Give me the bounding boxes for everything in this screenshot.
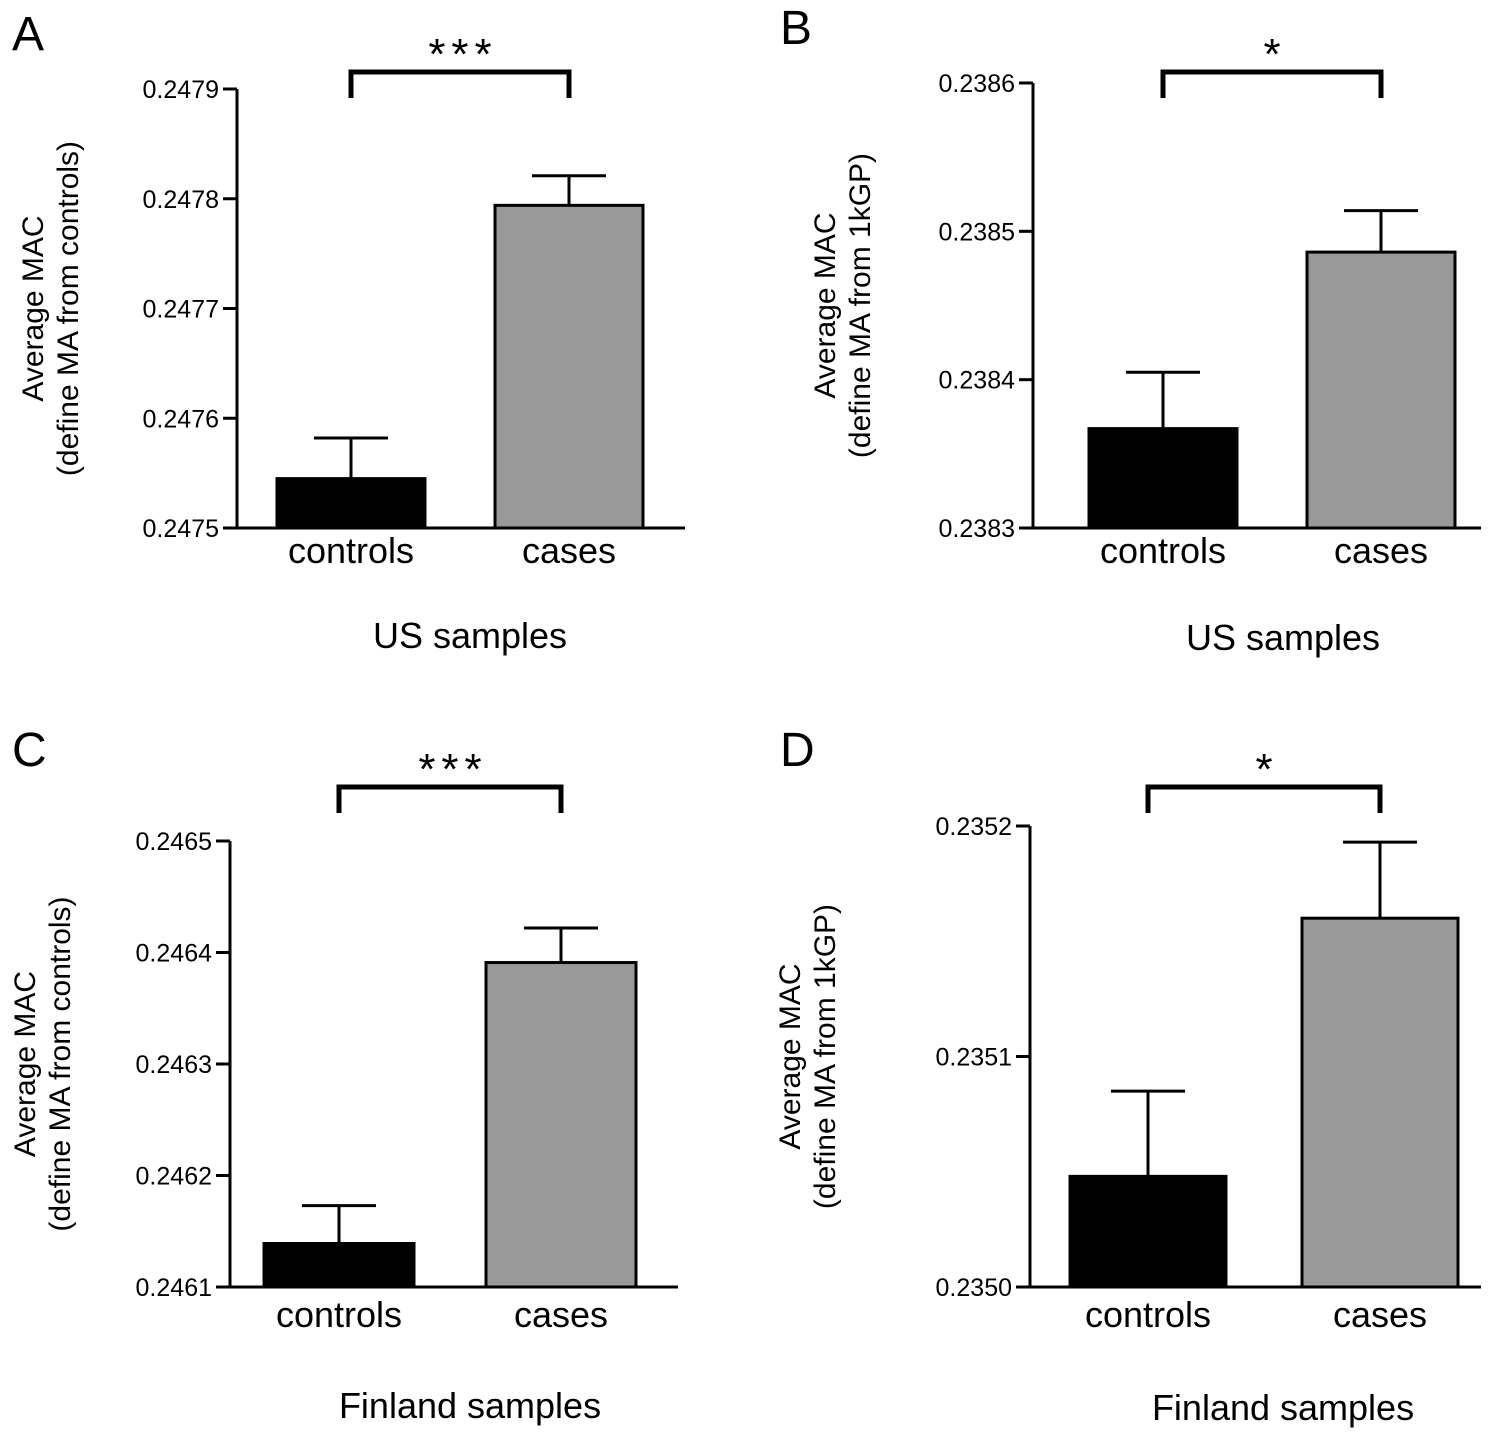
y-tick-label: 0.2464 xyxy=(136,940,213,968)
y-tick-label: 0.2478 xyxy=(143,186,219,214)
bar-cases xyxy=(1300,916,1460,1289)
y-tick-label: 0.2475 xyxy=(143,515,219,543)
panel-b: B 0.2383 0.2384 0.2385 0.2386 Average MAC (def… xyxy=(780,2,1481,658)
y-tick-label: 0.2384 xyxy=(939,367,1016,395)
x-axis-title: US samples xyxy=(373,615,567,656)
bar-controls xyxy=(275,477,427,530)
y-axis-subtitle: (define MA from 1kGP) xyxy=(844,153,877,458)
bar-controls xyxy=(262,1242,416,1289)
y-tick-label: 0.2462 xyxy=(136,1163,212,1191)
panel-label: C xyxy=(12,724,47,777)
x-axis-title: Finland samples xyxy=(339,1385,601,1426)
y-axis-title: Average MAC xyxy=(17,215,50,401)
significance-marker: *** xyxy=(428,30,497,79)
panel-d: D 0.2350 0.2351 0.2352 Average MAC (define MA… xyxy=(774,724,1481,1428)
y-tick-label: 0.2476 xyxy=(143,405,219,433)
y-axis-subtitle: (define MA from controls) xyxy=(44,896,77,1231)
y-tick-label: 0.2479 xyxy=(143,76,219,104)
y-tick-label: 0.2383 xyxy=(939,515,1015,543)
y-axis-subtitle: (define MA from 1kGP) xyxy=(809,904,842,1209)
x-axis-title: US samples xyxy=(1186,617,1380,658)
bar-cases xyxy=(484,961,638,1289)
significance-bracket xyxy=(1145,784,1383,813)
x-category-label: controls xyxy=(1100,530,1226,571)
y-axis-subtitle: (define MA from controls) xyxy=(52,141,85,476)
panel-label: B xyxy=(780,2,812,55)
x-category-label: controls xyxy=(288,530,414,571)
panel-label: A xyxy=(12,8,44,61)
significance-bracket xyxy=(1160,69,1384,98)
y-tick-label: 0.2351 xyxy=(936,1044,1012,1072)
y-tick-label: 0.2477 xyxy=(143,296,219,324)
y-axis-title: Average MAC xyxy=(809,212,842,398)
y-tick-label: 0.2461 xyxy=(136,1274,212,1302)
y-axis-title: Average MAC xyxy=(774,963,807,1149)
y-tick-label: 0.2386 xyxy=(939,70,1015,98)
x-category-label: cases xyxy=(514,1294,608,1335)
bar-controls xyxy=(1068,1174,1228,1289)
x-axis-title: Finland samples xyxy=(1152,1387,1414,1428)
significance-bracket xyxy=(336,784,564,813)
y-tick-label: 0.2385 xyxy=(939,218,1015,246)
significance-marker: * xyxy=(1255,745,1278,794)
x-category-label: cases xyxy=(1333,1294,1427,1335)
bar-controls xyxy=(1087,427,1239,530)
y-axis-title: Average MAC xyxy=(9,971,42,1157)
y-tick-label: 0.2465 xyxy=(136,828,212,856)
x-category-label: cases xyxy=(522,530,616,571)
significance-bracket xyxy=(348,69,572,98)
significance-marker: * xyxy=(1263,30,1286,79)
panel-c: C 0.2461 0.2462 0.2463 0.2464 0.2465 Average M… xyxy=(9,724,678,1426)
bar-cases xyxy=(493,203,645,530)
panel-a: A 0.2475 0.2476 0.2477 0.2478 0.2479 Average M… xyxy=(12,8,685,656)
panel-label: D xyxy=(780,724,815,777)
bar-cases xyxy=(1305,250,1457,530)
x-category-label: controls xyxy=(1085,1294,1211,1335)
y-tick-label: 0.2463 xyxy=(136,1051,212,1079)
y-tick-label: 0.2350 xyxy=(936,1274,1012,1302)
significance-marker: *** xyxy=(418,745,487,794)
y-tick-label: 0.2352 xyxy=(936,813,1012,841)
x-category-label: cases xyxy=(1334,530,1428,571)
x-category-label: controls xyxy=(276,1294,402,1335)
